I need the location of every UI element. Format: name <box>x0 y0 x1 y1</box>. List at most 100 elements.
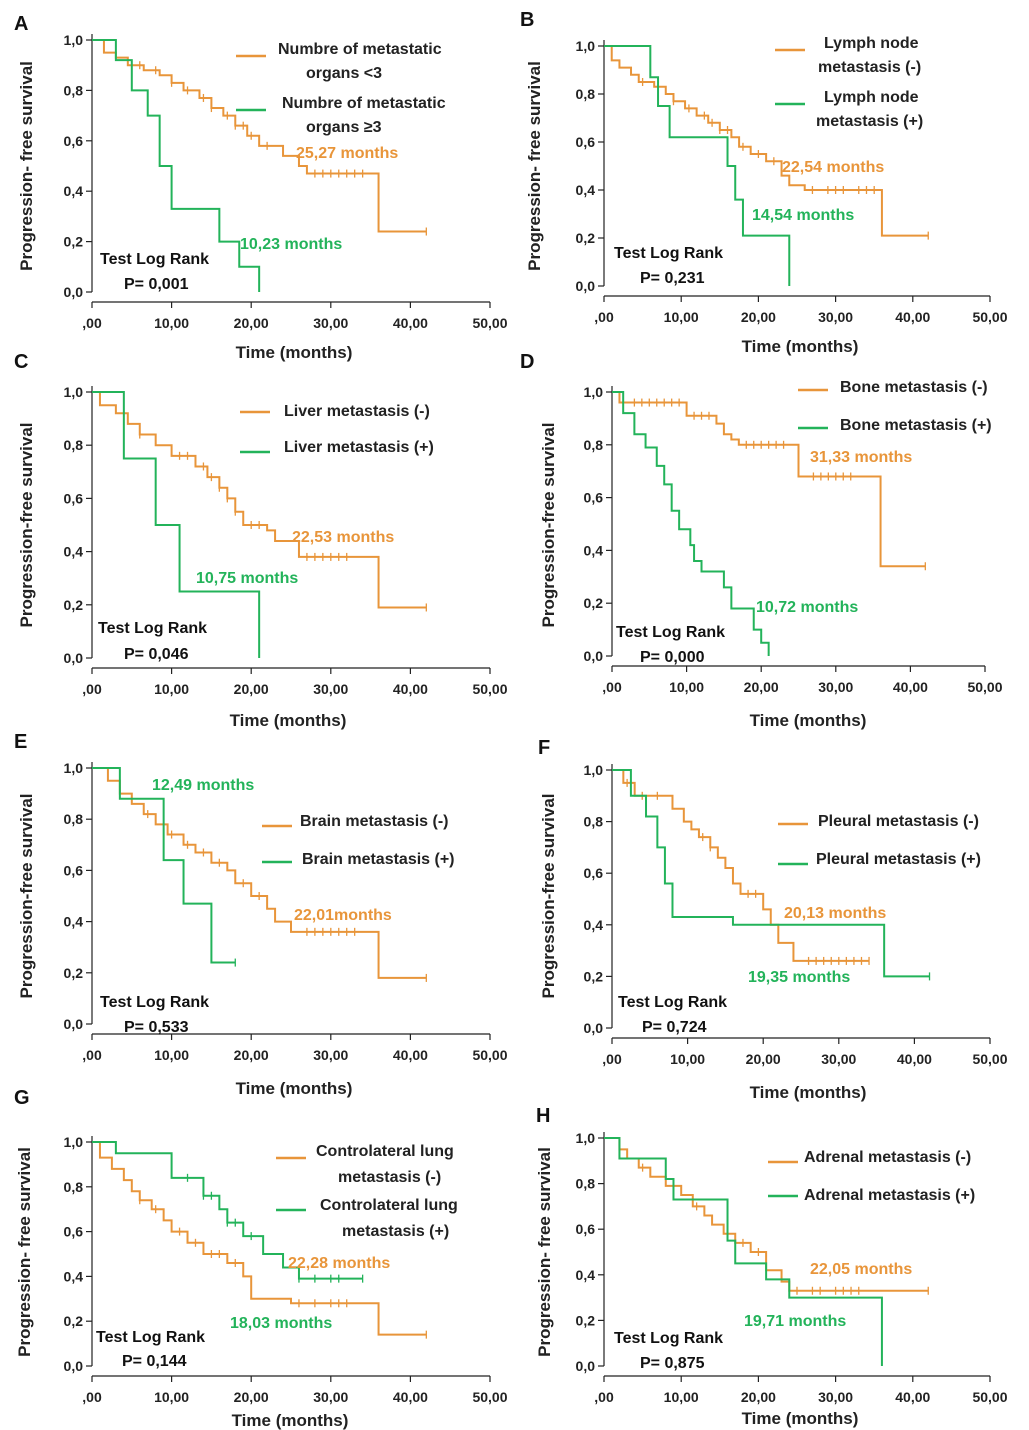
x-axis-label: Time (months) <box>742 1409 859 1428</box>
y-tick-label: 0,0 <box>584 648 604 664</box>
y-tick-label: 0,0 <box>576 1358 596 1374</box>
y-tick-label: 0,2 <box>576 230 596 246</box>
x-axis-label: Time (months) <box>742 337 859 356</box>
km-curve-orange <box>612 391 926 568</box>
y-tick-label: 1,0 <box>64 384 84 400</box>
y-axis-label: Progression-free survival <box>539 422 558 627</box>
x-tick-label: 40,00 <box>393 1047 428 1063</box>
x-tick-label: 40,00 <box>893 679 928 695</box>
x-tick-label: 40,00 <box>895 309 930 325</box>
km-panel-d: D 0,0 0,2 0,4 0,6 0,8 1,0 ,00 10,00 20,00 30,00 40,… <box>520 351 1003 730</box>
y-axis-label: Progression- free survival <box>15 1147 34 1357</box>
x-tick-label: 50,00 <box>472 315 507 331</box>
y-tick-label: 0,2 <box>64 597 84 613</box>
x-axis-label: Time (months) <box>750 1083 867 1102</box>
y-tick-label: 0,8 <box>576 1176 596 1192</box>
panel-letter: D <box>520 351 534 373</box>
legend-label: Numbre of metastatic <box>282 95 446 112</box>
x-tick-label: ,00 <box>82 681 102 697</box>
median-label-orange: 31,33 months <box>810 449 912 466</box>
x-tick-label: 10,00 <box>154 1047 189 1063</box>
x-tick-label: 30,00 <box>818 309 853 325</box>
x-tick-label: ,00 <box>602 679 622 695</box>
km-curve-orange <box>92 39 427 233</box>
y-tick-label: 0,2 <box>584 968 604 984</box>
panel-letter: F <box>538 737 550 759</box>
y-tick-label: 1,0 <box>64 32 84 48</box>
y-axis-label: Progression- free survival <box>535 1147 554 1357</box>
y-tick-label: 0,4 <box>584 917 604 933</box>
x-tick-label: 20,00 <box>741 1389 776 1405</box>
y-tick-label: 0,6 <box>576 134 596 150</box>
test-name-label: Test Log Rank <box>98 620 207 637</box>
p-value-label: P= 0,724 <box>642 1019 707 1036</box>
x-tick-label: 40,00 <box>393 315 428 331</box>
x-tick-label: 20,00 <box>234 315 269 331</box>
y-tick-label: 0,0 <box>576 278 596 294</box>
y-tick-label: 0,4 <box>64 914 84 930</box>
legend-label: Brain metastasis (-) <box>300 813 449 830</box>
x-tick-label: 40,00 <box>897 1051 932 1067</box>
p-value-label: P= 0,144 <box>122 1353 187 1370</box>
x-tick-label: 20,00 <box>741 309 776 325</box>
km-curve-orange <box>612 769 870 962</box>
legend-label: Lymph node <box>824 89 919 106</box>
y-tick-label: 0,4 <box>576 1267 596 1283</box>
x-axis-label: Time (months) <box>236 1079 353 1098</box>
legend-label: Controlateral lung <box>316 1143 454 1160</box>
km-curve-green <box>92 391 261 658</box>
km-curve-orange <box>92 1141 427 1336</box>
x-tick-label: 50,00 <box>972 1389 1007 1405</box>
median-label-green: 10,23 months <box>240 236 342 253</box>
p-value-label: P= 0,875 <box>640 1355 705 1372</box>
y-tick-label: 0,2 <box>64 234 84 250</box>
y-tick-label: 0,8 <box>64 1179 84 1195</box>
y-axis-label: Progression-free survival <box>17 793 36 998</box>
y-tick-label: 1,0 <box>584 762 604 778</box>
km-panel-c: C 0,0 0,2 0,4 0,6 0,8 1,0 ,00 10,00 20,00 30,00 40,… <box>14 351 508 730</box>
x-tick-label: 30,00 <box>313 1389 348 1405</box>
x-tick-label: 20,00 <box>234 1389 269 1405</box>
x-tick-label: 10,00 <box>664 1389 699 1405</box>
legend-label: Liver metastasis (+) <box>284 439 434 456</box>
km-curve-green <box>92 39 261 292</box>
legend-label: Bone metastasis (+) <box>840 417 992 434</box>
x-tick-label: 40,00 <box>393 681 428 697</box>
y-tick-label: 0,8 <box>64 82 84 98</box>
km-curve-green <box>92 1141 363 1280</box>
km-panel-f: F 0,0 0,2 0,4 0,6 0,8 1,0 ,00 10,00 20,00 30,00 40,… <box>538 737 1008 1102</box>
y-tick-label: 1,0 <box>64 760 84 776</box>
y-tick-label: 0,8 <box>584 814 604 830</box>
median-label-green: 19,71 months <box>744 1313 846 1330</box>
x-tick-label: 30,00 <box>818 1389 853 1405</box>
y-tick-label: 0,4 <box>576 182 596 198</box>
km-panel-a: A 0,0 0,2 0,4 0,6 0,8 1,0 ,00 10,00 20,00 30,00 40,… <box>14 13 508 362</box>
y-tick-label: 0,8 <box>584 437 604 453</box>
y-tick-label: 0,0 <box>64 650 84 666</box>
panel-letter: A <box>14 13 28 35</box>
x-tick-label: 10,00 <box>154 681 189 697</box>
median-label-green: 10,75 months <box>196 570 298 587</box>
median-label-orange: 22,05 months <box>810 1261 912 1278</box>
test-name-label: Test Log Rank <box>614 245 723 262</box>
km-panel-e: E 0,0 0,2 0,4 0,6 0,8 1,0 ,00 10,00 20,00 30,00 40,… <box>14 731 508 1098</box>
y-axis-label: Progression- free survival <box>525 61 544 271</box>
km-curve-green <box>612 391 770 656</box>
y-tick-label: 0,6 <box>64 490 84 506</box>
legend-label: Pleural metastasis (+) <box>816 851 981 868</box>
x-tick-label: 20,00 <box>234 681 269 697</box>
y-tick-label: 0,6 <box>64 133 84 149</box>
y-tick-label: 1,0 <box>64 1134 84 1150</box>
y-tick-label: 0,4 <box>64 544 84 560</box>
x-tick-label: ,00 <box>82 1389 102 1405</box>
legend-label: metastasis (+) <box>342 1223 449 1240</box>
panel-letter: C <box>14 351 28 373</box>
legend-label: Numbre of metastatic <box>278 41 442 58</box>
x-tick-label: 10,00 <box>669 679 704 695</box>
x-tick-label: 50,00 <box>472 1389 507 1405</box>
legend-label: Liver metastasis (-) <box>284 403 430 420</box>
x-tick-label: 30,00 <box>818 679 853 695</box>
p-value-label: P= 0,046 <box>124 646 189 663</box>
median-label-green: 12,49 months <box>152 777 254 794</box>
x-axis-label: Time (months) <box>232 1411 349 1430</box>
